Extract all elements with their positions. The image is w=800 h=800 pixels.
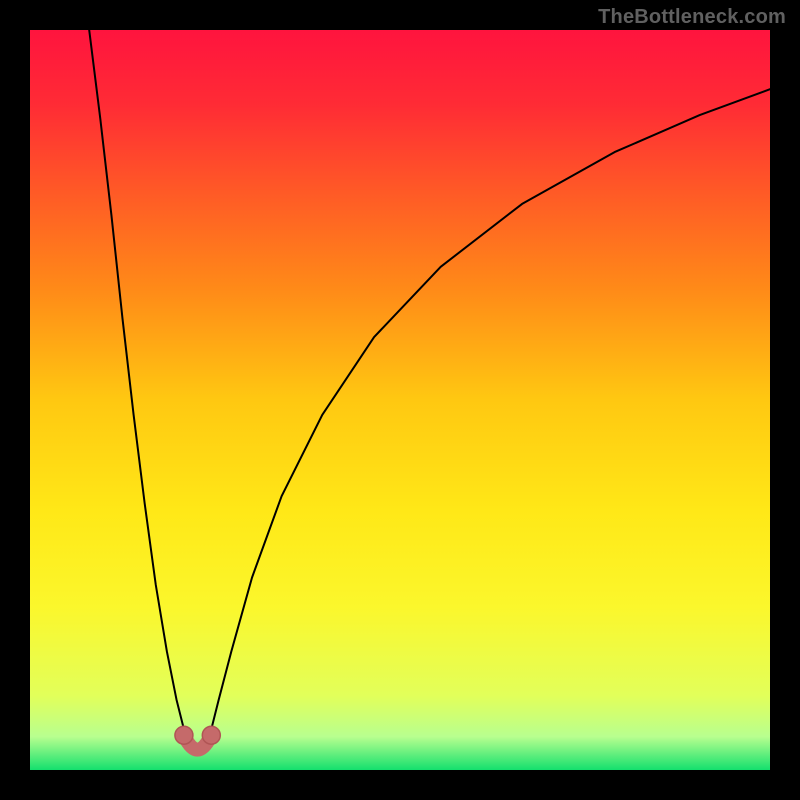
watermark-text: TheBottleneck.com <box>598 6 786 29</box>
chart-stage: TheBottleneck.com <box>0 0 800 800</box>
trough-dot-2 <box>202 726 220 744</box>
chart-svg <box>0 0 800 800</box>
plot-background <box>30 30 770 770</box>
trough-dot-1 <box>175 726 193 744</box>
